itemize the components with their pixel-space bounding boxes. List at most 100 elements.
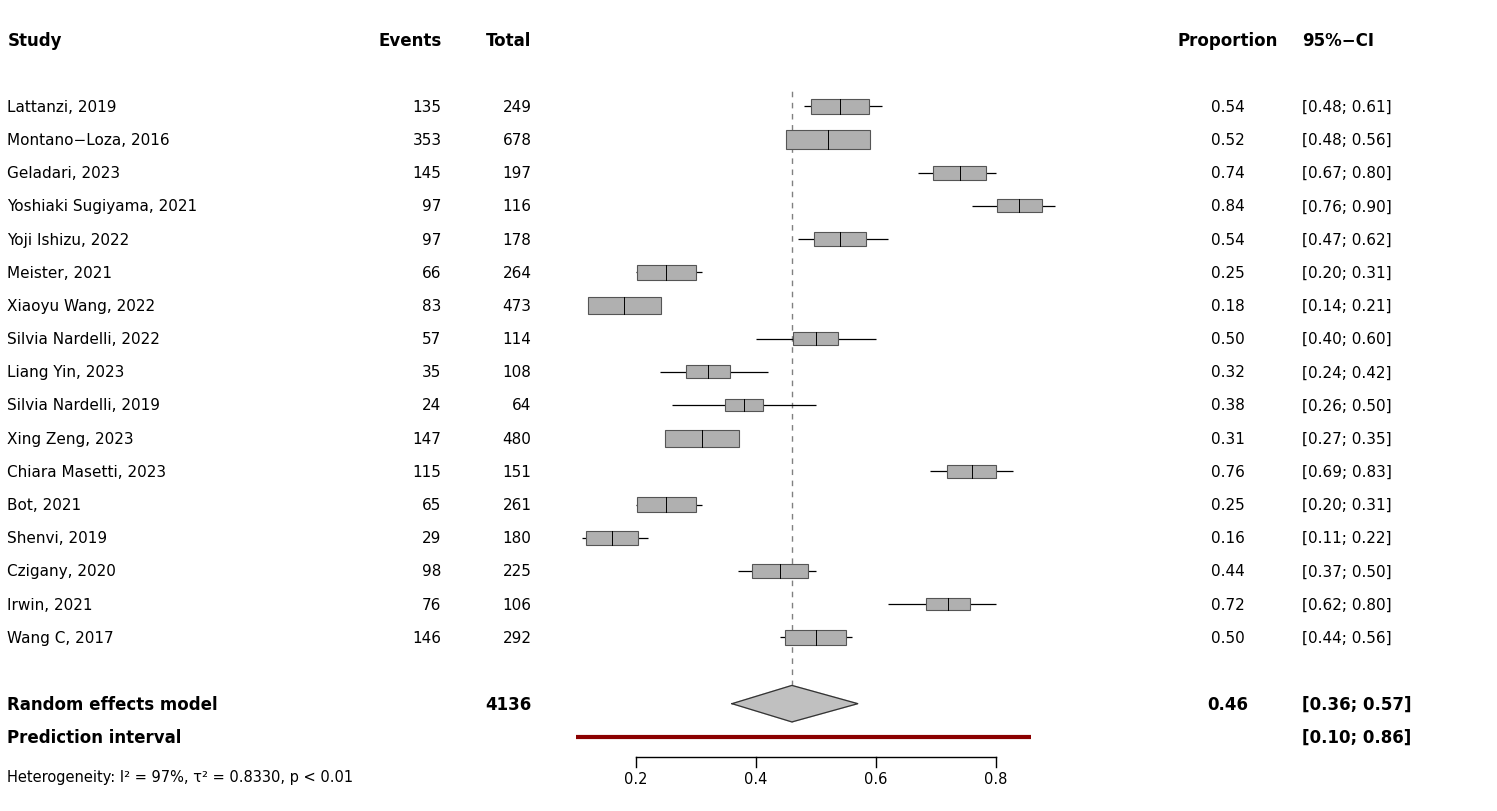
Text: 65: 65 (422, 497, 442, 513)
FancyBboxPatch shape (587, 531, 638, 545)
Text: Chiara Masetti, 2023: Chiara Masetti, 2023 (7, 465, 166, 479)
Text: Irwin, 2021: Irwin, 2021 (7, 597, 93, 611)
Text: 180: 180 (503, 530, 531, 546)
Text: 678: 678 (503, 133, 531, 148)
Text: 24: 24 (422, 398, 442, 413)
Text: 108: 108 (503, 365, 531, 380)
Text: [0.26; 0.50]: [0.26; 0.50] (1302, 398, 1392, 413)
Text: [0.40; 0.60]: [0.40; 0.60] (1302, 332, 1392, 346)
Text: 261: 261 (503, 497, 531, 513)
Text: 0.74: 0.74 (1211, 166, 1244, 181)
FancyBboxPatch shape (997, 200, 1042, 213)
FancyBboxPatch shape (636, 265, 696, 281)
Text: 480: 480 (503, 431, 531, 446)
Text: 0.18: 0.18 (1211, 298, 1244, 314)
Text: [0.14; 0.21]: [0.14; 0.21] (1302, 298, 1392, 314)
FancyBboxPatch shape (751, 564, 808, 578)
Text: 57: 57 (422, 332, 442, 346)
Text: [0.69; 0.83]: [0.69; 0.83] (1302, 465, 1392, 479)
Text: 0.25: 0.25 (1211, 265, 1244, 281)
Text: 0.38: 0.38 (1211, 398, 1244, 413)
Text: Xing Zeng, 2023: Xing Zeng, 2023 (7, 431, 135, 446)
Text: Czigany, 2020: Czigany, 2020 (7, 564, 117, 579)
FancyBboxPatch shape (925, 598, 970, 611)
Polygon shape (732, 685, 858, 722)
Text: [0.20; 0.31]: [0.20; 0.31] (1302, 265, 1392, 281)
Text: 0.25: 0.25 (1211, 497, 1244, 513)
Text: 97: 97 (422, 200, 442, 214)
Text: Random effects model: Random effects model (7, 695, 219, 713)
Text: 146: 146 (413, 630, 442, 645)
FancyBboxPatch shape (725, 400, 763, 411)
FancyBboxPatch shape (786, 630, 846, 645)
Text: [0.48; 0.56]: [0.48; 0.56] (1302, 133, 1392, 148)
Text: Wang C, 2017: Wang C, 2017 (7, 630, 114, 645)
Text: 0.46: 0.46 (1207, 695, 1248, 713)
Text: Meister, 2021: Meister, 2021 (7, 265, 112, 281)
Text: Proportion: Proportion (1177, 32, 1278, 50)
Text: 0.50: 0.50 (1211, 630, 1244, 645)
Text: 151: 151 (503, 465, 531, 479)
Text: Yoji Ishizu, 2022: Yoji Ishizu, 2022 (7, 232, 130, 247)
Text: Prediction interval: Prediction interval (7, 728, 181, 746)
Text: 64: 64 (512, 398, 531, 413)
Text: 76: 76 (422, 597, 442, 611)
Text: 29: 29 (422, 530, 442, 546)
Text: 114: 114 (503, 332, 531, 346)
FancyBboxPatch shape (948, 465, 996, 478)
Text: 115: 115 (413, 465, 442, 479)
Text: 0.72: 0.72 (1211, 597, 1244, 611)
Text: Study: Study (7, 32, 61, 50)
Text: 4136: 4136 (485, 695, 531, 713)
Text: 0.32: 0.32 (1211, 365, 1244, 380)
Text: 0.54: 0.54 (1211, 232, 1244, 247)
FancyBboxPatch shape (814, 233, 865, 247)
Text: 97: 97 (422, 232, 442, 247)
Text: Montano−Loza, 2016: Montano−Loza, 2016 (7, 133, 171, 148)
Text: [0.36; 0.57]: [0.36; 0.57] (1302, 695, 1412, 713)
Text: 249: 249 (503, 100, 531, 114)
Text: Bot, 2021: Bot, 2021 (7, 497, 82, 513)
Text: 66: 66 (422, 265, 442, 281)
Text: 178: 178 (503, 232, 531, 247)
Text: 0.44: 0.44 (1211, 564, 1244, 579)
Text: [0.20; 0.31]: [0.20; 0.31] (1302, 497, 1392, 513)
Text: Yoshiaki Sugiyama, 2021: Yoshiaki Sugiyama, 2021 (7, 200, 198, 214)
Text: [0.24; 0.42]: [0.24; 0.42] (1302, 365, 1392, 380)
Text: 0.6: 0.6 (864, 770, 888, 786)
FancyBboxPatch shape (588, 298, 660, 315)
Text: 353: 353 (413, 133, 442, 148)
Text: Liang Yin, 2023: Liang Yin, 2023 (7, 365, 124, 380)
Text: 0.4: 0.4 (744, 770, 768, 786)
Text: [0.47; 0.62]: [0.47; 0.62] (1302, 232, 1392, 247)
Text: 135: 135 (413, 100, 442, 114)
Text: 147: 147 (413, 431, 442, 446)
Text: 0.84: 0.84 (1211, 200, 1244, 214)
Text: [0.62; 0.80]: [0.62; 0.80] (1302, 597, 1392, 611)
Text: [0.27; 0.35]: [0.27; 0.35] (1302, 431, 1392, 446)
Text: [0.11; 0.22]: [0.11; 0.22] (1302, 530, 1392, 546)
Text: 0.54: 0.54 (1211, 100, 1244, 114)
FancyBboxPatch shape (665, 431, 740, 447)
Text: 0.8: 0.8 (984, 770, 1007, 786)
Text: 0.31: 0.31 (1211, 431, 1244, 446)
FancyBboxPatch shape (933, 166, 987, 181)
Text: 98: 98 (422, 564, 442, 579)
Text: 83: 83 (422, 298, 442, 314)
Text: 264: 264 (503, 265, 531, 281)
Text: 95%−CI: 95%−CI (1302, 32, 1374, 50)
Text: 106: 106 (503, 597, 531, 611)
Text: 0.16: 0.16 (1211, 530, 1244, 546)
Text: 0.2: 0.2 (624, 770, 648, 786)
FancyBboxPatch shape (786, 131, 870, 149)
Text: 116: 116 (503, 200, 531, 214)
Text: 225: 225 (503, 564, 531, 579)
Text: Silvia Nardelli, 2022: Silvia Nardelli, 2022 (7, 332, 160, 346)
Text: Total: Total (487, 32, 531, 50)
Text: Lattanzi, 2019: Lattanzi, 2019 (7, 100, 117, 114)
Text: Silvia Nardelli, 2019: Silvia Nardelli, 2019 (7, 398, 160, 413)
FancyBboxPatch shape (636, 498, 696, 513)
Text: [0.76; 0.90]: [0.76; 0.90] (1302, 200, 1392, 214)
Text: 145: 145 (413, 166, 442, 181)
Text: 0.50: 0.50 (1211, 332, 1244, 346)
